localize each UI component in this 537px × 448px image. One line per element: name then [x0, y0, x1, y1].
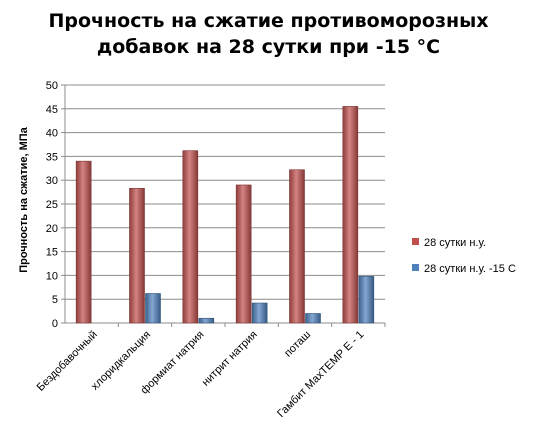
y-tick-label: 50 — [46, 80, 58, 92]
bar-normal-2 — [182, 150, 199, 324]
bar-frost-3 — [251, 302, 268, 324]
bar-frost-2 — [198, 317, 215, 324]
y-tick-label: 30 — [46, 175, 58, 187]
y-tick-label: 40 — [46, 128, 58, 140]
y-tick-label: 45 — [46, 104, 58, 116]
bar-frost-5 — [358, 276, 375, 324]
legend-label-1: 28 сутки н.у. -15 С — [424, 263, 516, 275]
y-axis-label: Прочность на сжатие, МПа — [18, 126, 30, 272]
bar-normal-0 — [75, 160, 92, 324]
legend-label-0: 28 сутки н.у. — [424, 237, 486, 249]
bar-frost-4 — [305, 313, 321, 324]
y-tick-label: 25 — [46, 199, 58, 211]
bar-normal-5 — [342, 106, 359, 324]
y-tick-label: 35 — [46, 151, 58, 163]
x-category-label: Гамбит МахТЕМР Е - 1 — [275, 329, 366, 420]
chart-title-line2: добавок на 28 сутки при -15 °С — [96, 36, 441, 58]
bar-frost-1 — [145, 293, 161, 324]
x-category-label: поташ — [282, 329, 313, 360]
bar-normal-3 — [235, 184, 252, 324]
y-tick-label: 20 — [46, 223, 58, 235]
chart-title-line1: Прочность на сжатие противоморозных — [48, 10, 489, 32]
legend-swatch-1 — [412, 264, 419, 271]
y-tick-label: 0 — [52, 318, 58, 330]
y-tick-label: 10 — [46, 270, 58, 282]
y-tick-label: 5 — [52, 294, 58, 306]
legend-swatch-0 — [412, 238, 419, 245]
bar-normal-1 — [129, 187, 145, 324]
x-category-label: нитрит натрия — [200, 329, 260, 389]
bar-normal-4 — [289, 169, 305, 324]
y-tick-label: 15 — [46, 247, 58, 259]
